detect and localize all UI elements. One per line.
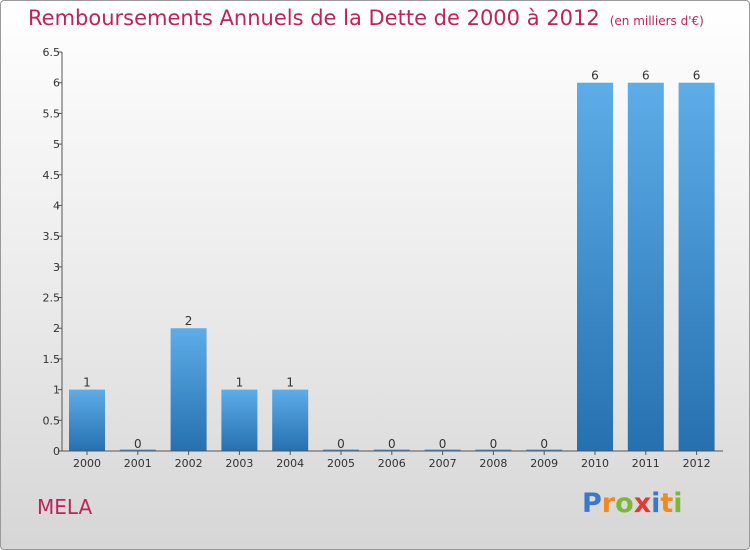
value-label-2006: 0 bbox=[388, 437, 396, 451]
x-tick-label-2011: 2011 bbox=[632, 457, 660, 470]
axes-group bbox=[61, 52, 723, 452]
x-ticks-group: 2000 2001 2002 2003 2004 2005 2006 2007 2008 2009… bbox=[73, 451, 711, 470]
y-tick-label-5.5: 5.5 bbox=[43, 107, 61, 120]
commune-name: MELA bbox=[37, 495, 93, 519]
x-tick-label-2003: 2003 bbox=[225, 457, 253, 470]
x-tick-label-2000: 2000 bbox=[73, 457, 101, 470]
x-tick-label-2008: 2008 bbox=[479, 457, 507, 470]
bars-group bbox=[69, 82, 715, 451]
logo-letter: x bbox=[633, 488, 652, 519]
y-tick-label-0.5: 0.5 bbox=[43, 414, 61, 427]
bar-2007 bbox=[424, 449, 461, 451]
y-tick-label-1: 1 bbox=[53, 384, 60, 397]
bar-2010 bbox=[577, 82, 613, 451]
title-row: Remboursements Annuels de la Dette de 20… bbox=[28, 6, 704, 30]
y-tick-label-6.5: 6.5 bbox=[43, 46, 61, 59]
x-tick-label-2002: 2002 bbox=[175, 457, 203, 470]
bar-2003 bbox=[221, 389, 258, 451]
x-tick-label-2001: 2001 bbox=[124, 457, 152, 470]
value-label-2010: 6 bbox=[591, 69, 599, 83]
value-label-2001: 0 bbox=[134, 437, 142, 451]
logo-letter: r bbox=[601, 488, 616, 519]
y-tick-label-2.5: 2.5 bbox=[43, 292, 61, 305]
y-tick-label-4.5: 4.5 bbox=[43, 169, 61, 182]
y-ticks-group: 0 0.5 1 1.5 2 2.5 3 3.5 4 4.5 5 5.5 6 6.5 bbox=[43, 46, 62, 458]
bar-2005 bbox=[323, 449, 359, 451]
bar-2011 bbox=[627, 82, 664, 451]
chart-title: Remboursements Annuels de la Dette de 20… bbox=[28, 6, 600, 30]
logo-letter: t bbox=[660, 488, 674, 519]
value-label-2009: 0 bbox=[540, 437, 548, 451]
y-tick-label-2: 2 bbox=[53, 322, 60, 335]
bar-2002 bbox=[170, 328, 207, 451]
chart-subtitle: (en milliers d'€) bbox=[609, 14, 704, 28]
proxiti-logo[interactable]: Proxiti bbox=[582, 488, 683, 519]
value-label-2002: 2 bbox=[185, 314, 193, 328]
value-labels-group: 1 0 2 1 1 0 0 0 0 0 6 6 6 bbox=[83, 69, 700, 451]
bar-2009 bbox=[526, 449, 563, 451]
bar-2000 bbox=[69, 389, 105, 451]
x-tick-label-2009: 2009 bbox=[530, 457, 558, 470]
x-tick-label-2007: 2007 bbox=[429, 457, 457, 470]
logo-letter: P bbox=[582, 488, 602, 519]
value-label-2003: 1 bbox=[236, 376, 244, 390]
x-tick-label-2005: 2005 bbox=[327, 457, 355, 470]
y-tick-label-4: 4 bbox=[53, 199, 60, 212]
value-label-2004: 1 bbox=[286, 376, 294, 390]
y-tick-label-3.5: 3.5 bbox=[43, 230, 61, 243]
value-label-2008: 0 bbox=[490, 437, 498, 451]
logo-letter: i bbox=[673, 488, 683, 519]
value-label-2011: 6 bbox=[642, 69, 650, 83]
bar-2008 bbox=[475, 449, 512, 451]
y-tick-label-5: 5 bbox=[53, 138, 60, 151]
logo-letter: i bbox=[651, 488, 661, 519]
bar-2001 bbox=[119, 449, 156, 451]
y-tick-label-6: 6 bbox=[53, 77, 60, 90]
y-tick-label-1.5: 1.5 bbox=[43, 353, 61, 366]
value-label-2007: 0 bbox=[439, 437, 447, 451]
x-tick-label-2004: 2004 bbox=[276, 457, 304, 470]
value-label-2005: 0 bbox=[337, 437, 345, 451]
value-label-2000: 1 bbox=[83, 376, 91, 390]
value-label-2012: 6 bbox=[693, 69, 701, 83]
y-tick-label-0: 0 bbox=[53, 445, 60, 458]
x-tick-label-2006: 2006 bbox=[378, 457, 406, 470]
logo-letter: o bbox=[615, 488, 634, 519]
x-tick-label-2012: 2012 bbox=[683, 457, 711, 470]
x-tick-label-2010: 2010 bbox=[581, 457, 609, 470]
bar-2006 bbox=[373, 449, 410, 451]
y-tick-label-3: 3 bbox=[53, 261, 60, 274]
bar-2004 bbox=[272, 389, 309, 451]
bar-2012 bbox=[678, 82, 715, 451]
